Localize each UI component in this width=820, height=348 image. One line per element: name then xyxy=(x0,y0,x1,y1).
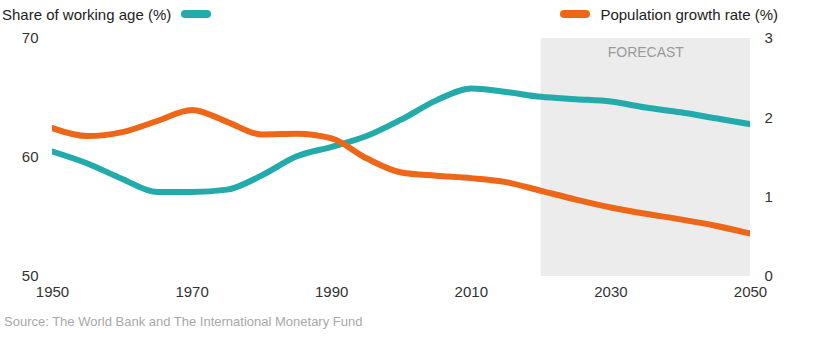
html-text:Share of working age (%): Share of working age (%) xyxy=(2,5,172,23)
svg-text:50: 50 xyxy=(22,267,39,284)
svg-text:1990: 1990 xyxy=(315,283,348,300)
svg-text:0: 0 xyxy=(765,267,773,284)
svg-text:60: 60 xyxy=(22,148,39,165)
svg-text:70: 70 xyxy=(22,29,39,46)
svg-text:2010: 2010 xyxy=(455,283,488,300)
svg-text:FORECAST: FORECAST xyxy=(608,44,685,60)
svg-text:1: 1 xyxy=(765,188,773,205)
html-text:Source: The World Bank and The: Source: The World Bank and The Internati… xyxy=(4,314,363,329)
svg-text:2030: 2030 xyxy=(594,283,627,300)
svg-text:2050: 2050 xyxy=(734,283,767,300)
svg-text:1950: 1950 xyxy=(36,283,69,300)
html-text:Population growth rate (%): Population growth rate (%) xyxy=(600,5,778,23)
svg-text:2: 2 xyxy=(765,109,773,126)
svg-text:3: 3 xyxy=(765,29,773,46)
svg-text:1970: 1970 xyxy=(175,283,208,300)
